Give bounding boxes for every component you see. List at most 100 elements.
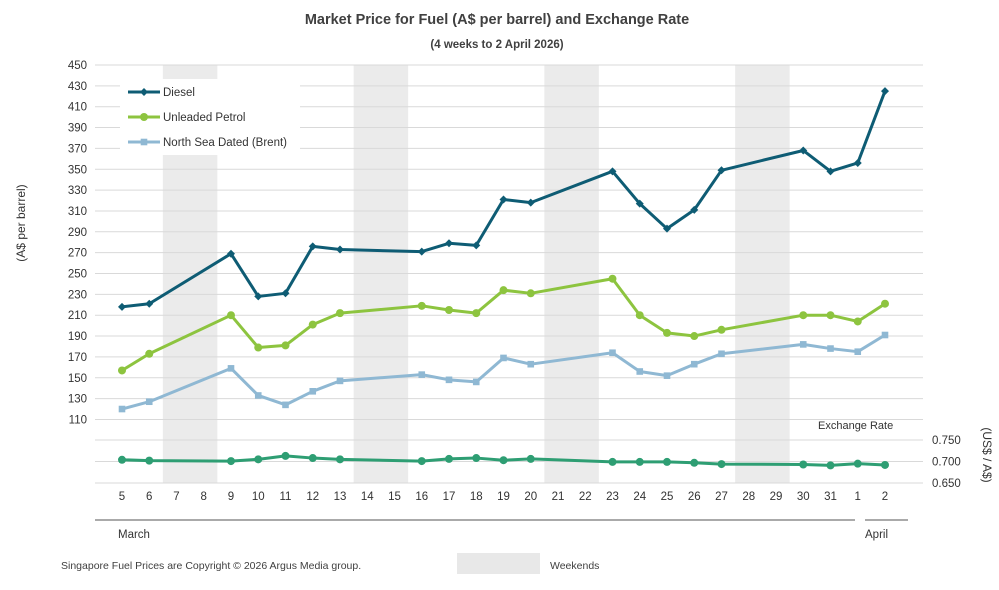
north-sea-dated-brent-point bbox=[827, 345, 834, 352]
y2-tick-label: 0.650 bbox=[932, 478, 961, 490]
north-sea-dated-brent-point bbox=[854, 348, 862, 355]
x-tick-label: 31 bbox=[824, 491, 837, 503]
x-tick-label: 21 bbox=[552, 491, 565, 503]
exchange-rate-point bbox=[690, 458, 699, 467]
north-sea-dated-brent-point bbox=[118, 405, 126, 413]
exchange-rate-point bbox=[635, 457, 644, 466]
exchange-rate-point bbox=[499, 456, 508, 465]
x-tick-label: 30 bbox=[797, 491, 810, 503]
diesel-point bbox=[881, 87, 889, 96]
exchange-rate-label: Exchange Rate bbox=[818, 420, 893, 432]
unleaded-petrol-point bbox=[118, 366, 126, 375]
exchange-rate-point bbox=[227, 457, 235, 466]
exchange-rate-point bbox=[145, 456, 154, 465]
diesel-point bbox=[799, 146, 808, 155]
axes: 1101301501701902102302502702903103303503… bbox=[68, 60, 961, 503]
exchange-rate-point bbox=[472, 454, 481, 463]
y-tick-label: 330 bbox=[68, 185, 87, 197]
x-tick-label: 10 bbox=[252, 491, 265, 503]
chart-subtitle: (4 weeks to 2 April 2026) bbox=[430, 39, 563, 51]
x-tick-label: 5 bbox=[119, 491, 125, 503]
x-tick-label: 12 bbox=[306, 491, 319, 503]
north-sea-dated-brent-point bbox=[309, 388, 317, 395]
y-tick-label: 370 bbox=[68, 143, 87, 155]
north-sea-dated-brent-point bbox=[227, 365, 235, 372]
exchange-rate-point bbox=[308, 454, 317, 463]
y2-tick-label: 0.700 bbox=[932, 457, 961, 469]
x-tick-label: 24 bbox=[633, 491, 646, 503]
copyright-text: Singapore Fuel Prices are Copyright © 20… bbox=[61, 560, 361, 572]
unleaded-petrol-point bbox=[499, 286, 508, 295]
series-unleaded-petrol bbox=[118, 274, 889, 375]
north-sea-dated-brent-point bbox=[418, 371, 426, 378]
north-sea-dated-brent-point bbox=[799, 341, 807, 348]
diesel-point bbox=[445, 239, 453, 248]
diesel-point bbox=[717, 166, 726, 175]
unleaded-petrol-point bbox=[254, 343, 263, 352]
unleaded-petrol-point bbox=[635, 311, 644, 320]
unleaded-petrol-point bbox=[663, 328, 671, 337]
exchange-rate-point bbox=[826, 461, 835, 470]
x-tick-label: 11 bbox=[280, 491, 292, 503]
unleaded-petrol-point bbox=[336, 309, 344, 318]
x-tick-label: 1 bbox=[855, 491, 861, 503]
y-tick-label: 150 bbox=[68, 373, 87, 385]
month-label-march: March bbox=[118, 529, 150, 541]
exchange-rate-point bbox=[853, 459, 862, 468]
y-tick-label: 430 bbox=[68, 81, 87, 93]
y-tick-label: 130 bbox=[68, 394, 87, 406]
north-sea-dated-brent-point bbox=[527, 360, 535, 368]
series-diesel bbox=[118, 87, 889, 311]
exchange-rate-point bbox=[417, 457, 426, 466]
unleaded-petrol-point bbox=[417, 301, 426, 310]
y2-axis-label: (US$ / A$) bbox=[980, 427, 994, 482]
x-tick-label: 17 bbox=[443, 491, 456, 503]
series-lines bbox=[118, 87, 889, 470]
diesel-point bbox=[690, 205, 699, 214]
exchange-rate-point bbox=[717, 460, 726, 469]
unleaded-petrol-point bbox=[826, 311, 835, 320]
north-sea-dated-brent-point bbox=[472, 378, 480, 386]
diesel-point bbox=[336, 245, 344, 254]
diesel-point bbox=[608, 167, 617, 176]
north-sea-dated-brent-point bbox=[445, 376, 453, 384]
y-tick-label: 250 bbox=[68, 269, 87, 281]
diesel-point bbox=[281, 289, 290, 298]
x-tick-label: 9 bbox=[228, 491, 234, 503]
y-tick-label: 170 bbox=[68, 352, 87, 364]
x-tick-label: 16 bbox=[415, 491, 428, 503]
x-tick-label: 8 bbox=[201, 491, 207, 503]
north-sea-dated-brent-point bbox=[609, 349, 616, 357]
diesel-point bbox=[118, 302, 126, 311]
north-sea-dated-brent-point bbox=[145, 398, 153, 406]
exchange-rate-point bbox=[118, 455, 126, 464]
diesel-point bbox=[526, 198, 535, 207]
north-sea-dated-brent-point bbox=[663, 372, 671, 379]
y-axis-label: (A$ per barrel) bbox=[14, 184, 28, 261]
y-tick-label: 390 bbox=[68, 123, 87, 135]
chart-title: Market Price for Fuel (A$ per barrel) an… bbox=[305, 12, 689, 28]
month-label-april: April bbox=[865, 529, 888, 541]
unleaded-petrol-point bbox=[308, 320, 317, 329]
x-tick-label: 13 bbox=[334, 491, 347, 503]
unleaded-petrol-point bbox=[445, 305, 453, 314]
exchange-rate-point bbox=[799, 460, 808, 469]
x-tick-label: 19 bbox=[497, 491, 510, 503]
unleaded-petrol-point bbox=[690, 332, 699, 341]
unleaded-petrol-point bbox=[526, 289, 535, 298]
exchange-rate-point bbox=[881, 460, 889, 469]
x-tick-label: 22 bbox=[579, 491, 592, 503]
north-sea-dated-brent-point bbox=[690, 360, 698, 368]
diesel-point bbox=[826, 167, 835, 176]
y-tick-label: 450 bbox=[68, 60, 87, 72]
unleaded-petrol-point bbox=[799, 311, 808, 320]
x-tick-label: 29 bbox=[770, 491, 783, 503]
x-tick-label: 27 bbox=[715, 491, 728, 503]
legend-label: Diesel bbox=[163, 87, 195, 99]
y-tick-label: 190 bbox=[68, 331, 87, 343]
weekend-legend-swatch bbox=[457, 553, 540, 574]
exchange-rate-point bbox=[526, 454, 535, 463]
x-tick-label: 25 bbox=[661, 491, 674, 503]
exchange-rate-point bbox=[445, 454, 453, 463]
x-tick-label: 6 bbox=[146, 491, 152, 503]
